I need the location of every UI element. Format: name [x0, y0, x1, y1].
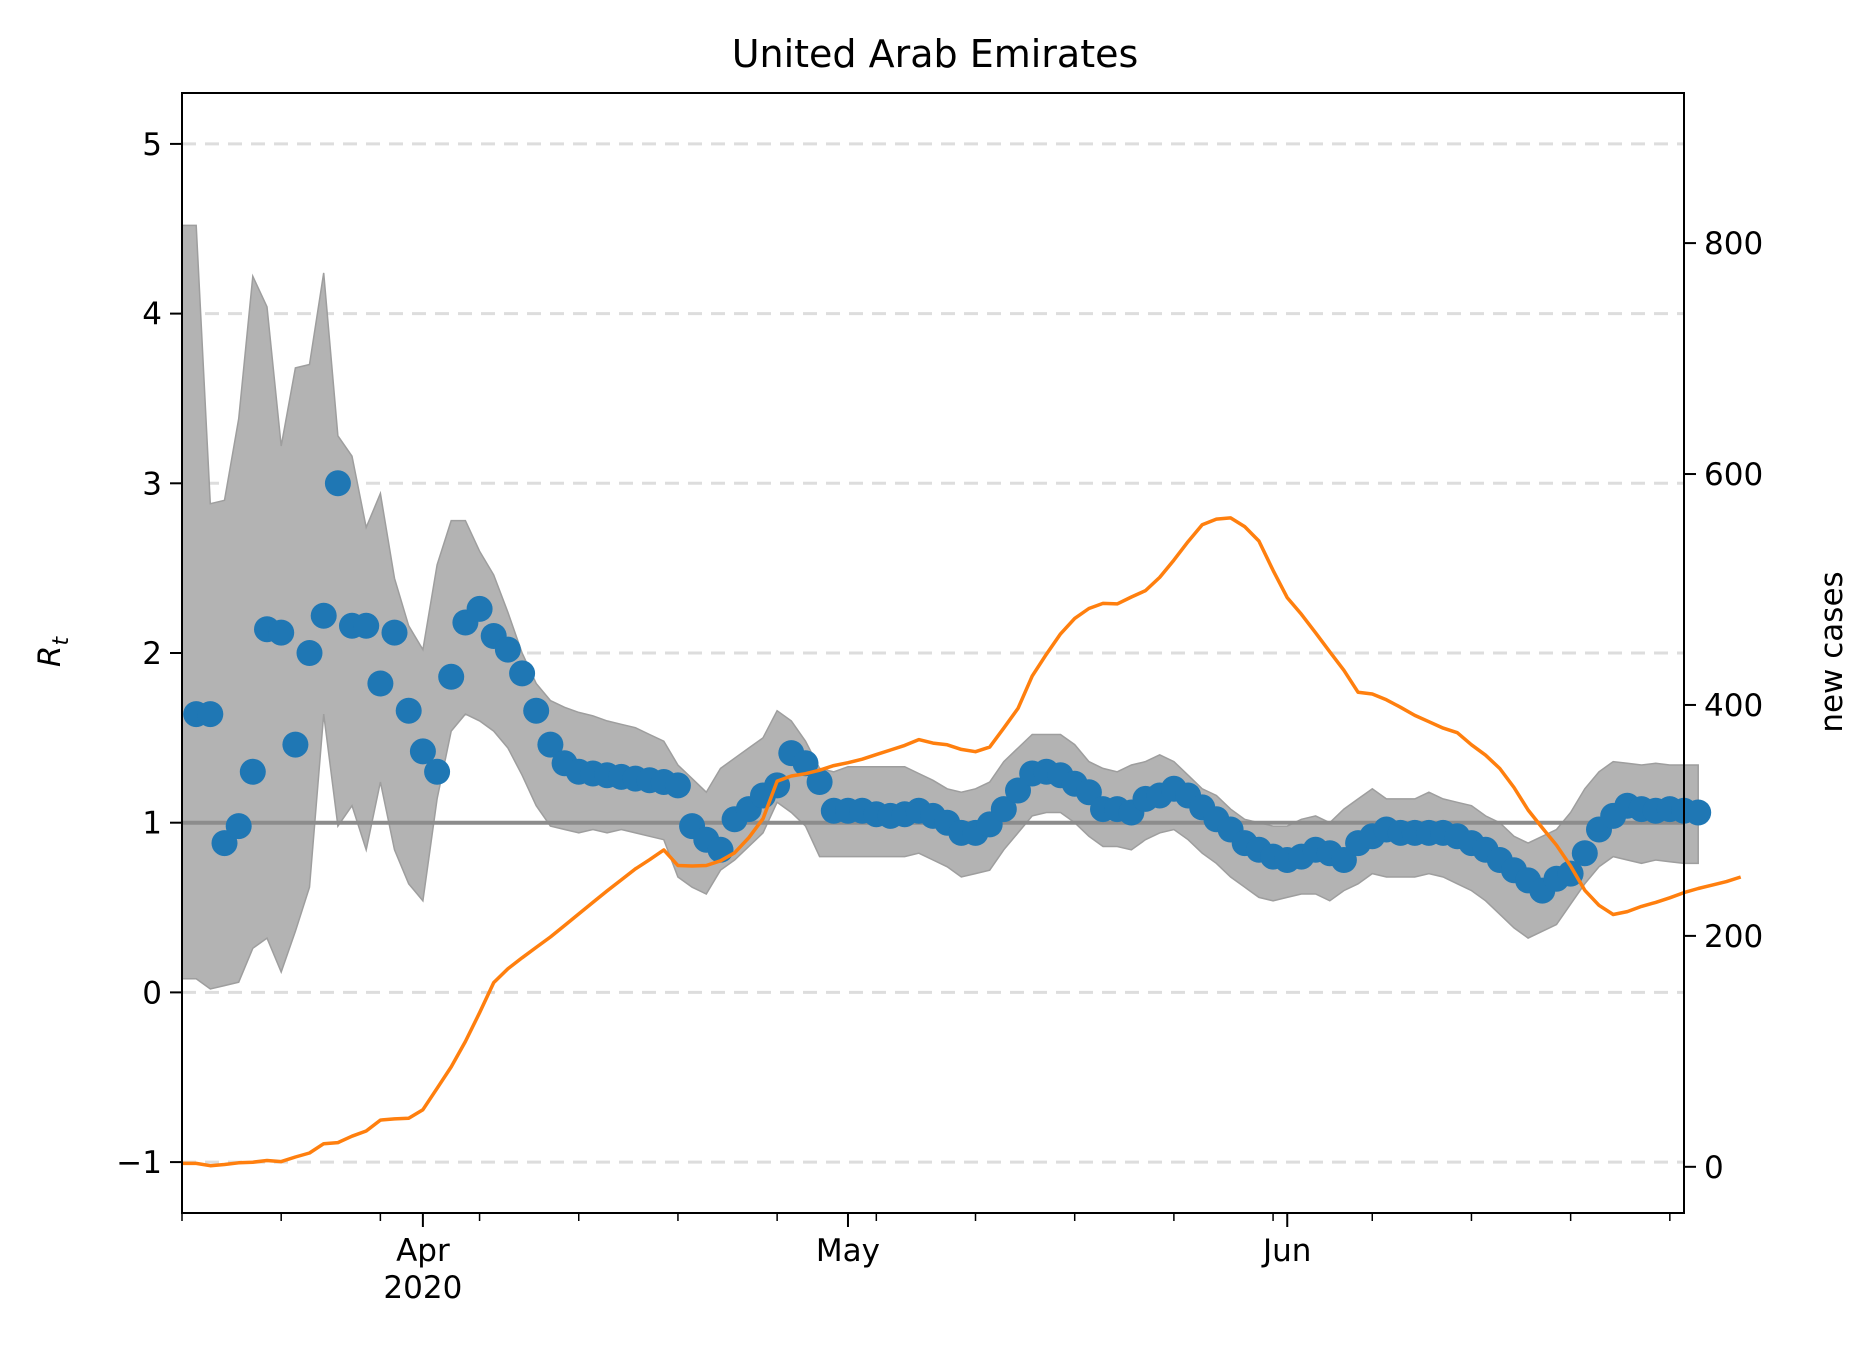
left-axis-label: Rt: [32, 636, 74, 668]
left-tick-label: 5: [142, 127, 162, 163]
rt-point: [466, 595, 493, 622]
rt-point: [268, 619, 295, 646]
left-tick-label: −1: [116, 1145, 162, 1181]
rt-point: [324, 470, 351, 497]
rt-point: [1005, 777, 1031, 804]
rt-point: [537, 731, 564, 758]
rt-point: [211, 830, 238, 857]
rt-point: [806, 769, 833, 795]
rt-point: [225, 813, 252, 840]
rt-point: [239, 758, 266, 785]
rt-points: [183, 470, 1712, 904]
rt-point: [395, 697, 422, 724]
right-tick-label: 800: [1704, 226, 1763, 262]
rt-point: [990, 796, 1017, 823]
right-axis-label: new cases: [1814, 571, 1850, 732]
chart-title: United Arab Emirates: [732, 32, 1139, 76]
rt-point: [424, 758, 451, 785]
rt-point: [1685, 799, 1712, 826]
rt-point: [792, 750, 819, 777]
rt-point: [438, 663, 465, 690]
rt-point: [509, 660, 536, 687]
rt-point: [296, 640, 323, 666]
x-tick-year-label: 2020: [383, 1270, 462, 1306]
rt-point: [523, 697, 550, 724]
left-tick-label: 4: [142, 297, 162, 333]
right-tick-label: 0: [1704, 1150, 1724, 1186]
left-tick-label: 1: [142, 806, 162, 842]
confidence-band: [181, 224, 1699, 990]
rt-point: [282, 731, 309, 758]
x-tick-label: May: [816, 1233, 880, 1269]
left-tick-label: 2: [142, 636, 162, 672]
rt-point: [409, 738, 436, 765]
x-tick-label: Apr: [396, 1233, 450, 1269]
rt-point: [353, 612, 380, 639]
rt-point: [494, 636, 521, 663]
right-tick-label: 400: [1704, 688, 1763, 724]
rt-point: [310, 602, 337, 629]
rt-point: [381, 619, 408, 646]
left-tick-label: 3: [142, 466, 162, 502]
rt-point: [1571, 840, 1598, 867]
right-tick-label: 200: [1704, 919, 1763, 955]
rt-point: [664, 772, 691, 799]
rt-point: [367, 670, 394, 697]
right-axis: 0 200 400 600 800: [1684, 226, 1763, 1186]
x-tick-label: Jun: [1261, 1233, 1311, 1269]
rt-point: [197, 701, 224, 728]
left-tick-label: 0: [142, 975, 162, 1011]
right-tick-label: 600: [1704, 457, 1763, 493]
new-cases-line: [182, 516, 1742, 1168]
left-axis: −1 0 1 2 3 4 5: [116, 127, 182, 1181]
